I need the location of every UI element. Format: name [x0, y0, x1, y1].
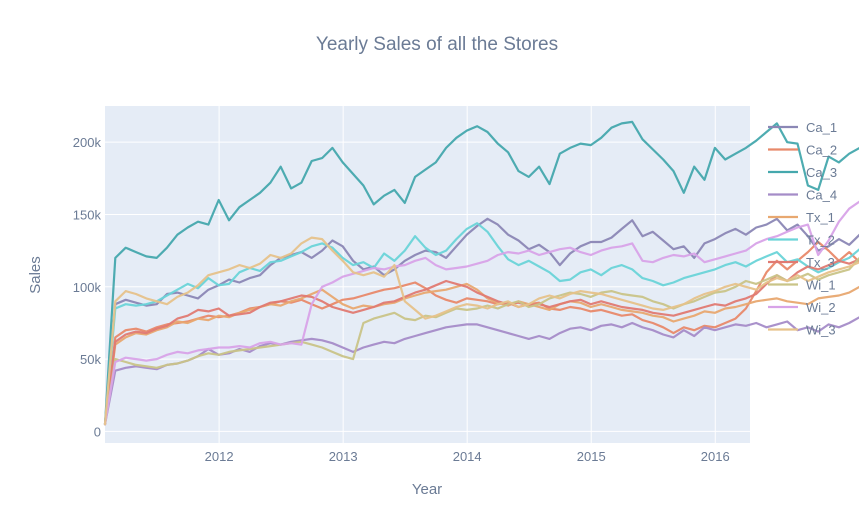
series-line-tx-2	[103, 222, 859, 426]
legend-item[interactable]: Wi_1	[768, 278, 836, 293]
y-tick-label: 150k	[73, 207, 102, 222]
y-tick-label: 0	[94, 424, 101, 439]
legend-label: Wi_3	[806, 323, 836, 338]
series-line-ca-3	[103, 120, 859, 426]
x-tick-label: 2014	[453, 449, 482, 464]
legend-label: Ca_4	[806, 188, 837, 203]
x-tick-label: 2013	[329, 449, 358, 464]
y-tick-label: 50k	[80, 352, 101, 367]
y-tick-label: 100k	[73, 280, 102, 295]
plot-area	[105, 106, 750, 443]
legend-label: Wi_2	[806, 300, 836, 315]
series-line-wi-2	[103, 200, 859, 426]
legend-item[interactable]: Wi_2	[768, 300, 836, 315]
x-axis-title: Year	[412, 481, 442, 498]
series-line-tx-3	[103, 258, 859, 426]
series-line-ca-1	[103, 217, 859, 426]
y-axis-title: Sales	[27, 256, 44, 294]
series-line-wi-3	[103, 236, 859, 426]
legend-label: Ca_3	[806, 165, 837, 180]
x-tick-label: 2016	[701, 449, 730, 464]
tick-labels: 0 50k 100k 150k 200k 2012 2013 2014 2015 2016	[73, 135, 730, 464]
legend: Ca_1 Ca_2 Ca_3 Ca_4 Tx_1 Tx_2 Tx_3 Wi_1 Wi_2 Wi_3	[768, 120, 837, 338]
legend-item[interactable]: Ca_4	[768, 188, 837, 203]
legend-item[interactable]: Ca_1	[768, 120, 837, 135]
chart-title: Yearly Sales of all the Stores	[316, 34, 558, 55]
legend-label: Ca_1	[806, 120, 837, 135]
legend-label: Tx_3	[806, 255, 835, 270]
legend-label: Ca_2	[806, 143, 837, 158]
x-tick-label: 2012	[205, 449, 234, 464]
legend-item[interactable]: Tx_3	[768, 255, 835, 270]
x-tick-label: 2015	[577, 449, 606, 464]
legend-label: Tx_1	[806, 210, 835, 225]
legend-item[interactable]: Ca_3	[768, 165, 837, 180]
y-tick-label: 200k	[73, 135, 102, 150]
legend-label: Wi_1	[806, 278, 836, 293]
legend-item[interactable]: Ca_2	[768, 143, 837, 158]
legend-label: Tx_2	[806, 233, 835, 248]
legend-item[interactable]: Tx_1	[768, 210, 835, 225]
series-layer	[103, 120, 859, 426]
legend-item[interactable]: Tx_2	[768, 233, 835, 248]
legend-item[interactable]: Wi_3	[768, 323, 836, 338]
